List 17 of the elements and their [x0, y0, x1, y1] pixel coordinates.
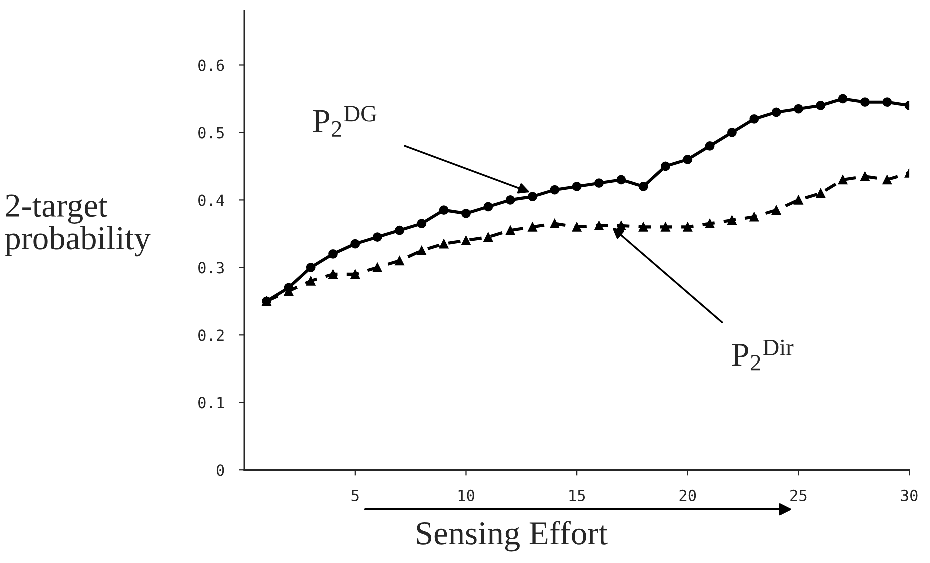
y-tick-label: 0 [216, 464, 224, 476]
y-tick-label: 0.3 [198, 262, 224, 274]
y-tick-label: 0.4 [198, 194, 224, 206]
y-axis-title: 2-target probability [5, 194, 151, 257]
annotation: P$_{2}$$^{DG}$ [313, 106, 377, 137]
y-tick-label: 0.1 [198, 397, 224, 409]
x-tick-label: 30 [901, 490, 918, 502]
y-tick-label: 0.5 [198, 127, 224, 139]
y-tick-label: 0.6 [198, 60, 224, 72]
x-tick-label: 15 [570, 490, 586, 502]
x-tick-label: 20 [680, 490, 696, 502]
x-tick-label: 25 [790, 490, 807, 502]
y-tick-label: 0.2 [198, 330, 224, 342]
annotation: P$_{2}$$^{Dir}$ [732, 340, 794, 371]
x-tick-label: 5 [352, 490, 359, 502]
x-axis-title: Sensing Effort [417, 521, 608, 552]
x-tick-label: 10 [458, 490, 474, 502]
